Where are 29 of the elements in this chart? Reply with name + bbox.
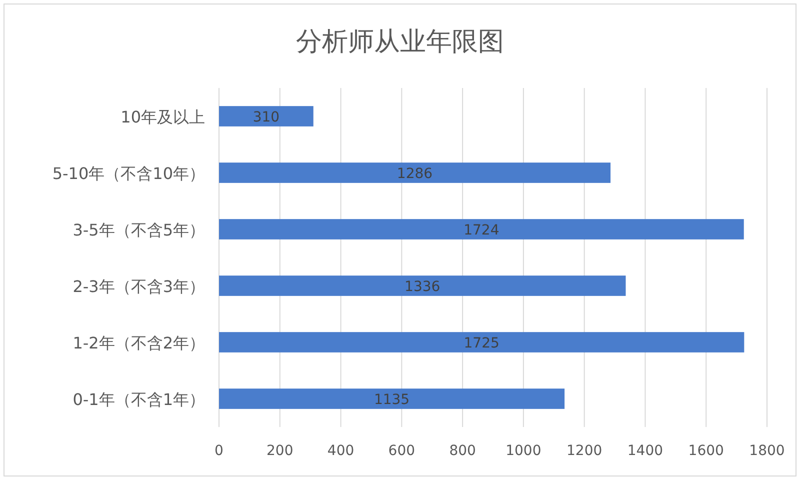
y-tick-label: 10年及以上 xyxy=(120,107,205,126)
bar xyxy=(219,219,744,240)
data-label: 1286 xyxy=(396,166,433,182)
data-label: 1725 xyxy=(464,335,500,352)
y-tick-label: 0-1年（不含1年） xyxy=(72,390,205,409)
x-tick-label: 1400 xyxy=(627,443,664,459)
x-tick-label: 400 xyxy=(327,443,354,459)
x-tick-label: 1200 xyxy=(566,443,602,459)
bar xyxy=(219,106,314,126)
bar xyxy=(219,388,565,409)
data-label: 1135 xyxy=(374,392,410,408)
y-tick-label: 1-2年（不含2年） xyxy=(72,333,205,352)
bar xyxy=(219,332,744,352)
x-tick-label: 1600 xyxy=(688,443,724,459)
bar xyxy=(219,162,611,183)
data-label: 310 xyxy=(252,109,280,126)
x-tick-label: 600 xyxy=(388,443,416,459)
data-label: 1724 xyxy=(464,222,500,238)
x-tick-label: 1800 xyxy=(749,443,785,459)
y-tick-label: 5-10年（不含10年） xyxy=(52,164,205,183)
data-label: 1336 xyxy=(404,278,440,295)
x-tick-label: 800 xyxy=(449,443,476,459)
x-tick-label: 1000 xyxy=(506,443,542,459)
y-tick-label: 3-5年（不含5年） xyxy=(72,220,205,240)
chart-title: 分析师从业年限图 xyxy=(296,27,504,57)
x-tick-label: 200 xyxy=(266,443,294,459)
x-tick-label: 0 xyxy=(214,443,224,459)
bar xyxy=(219,276,626,296)
y-tick-label: 2-3年（不含3年） xyxy=(72,276,205,296)
